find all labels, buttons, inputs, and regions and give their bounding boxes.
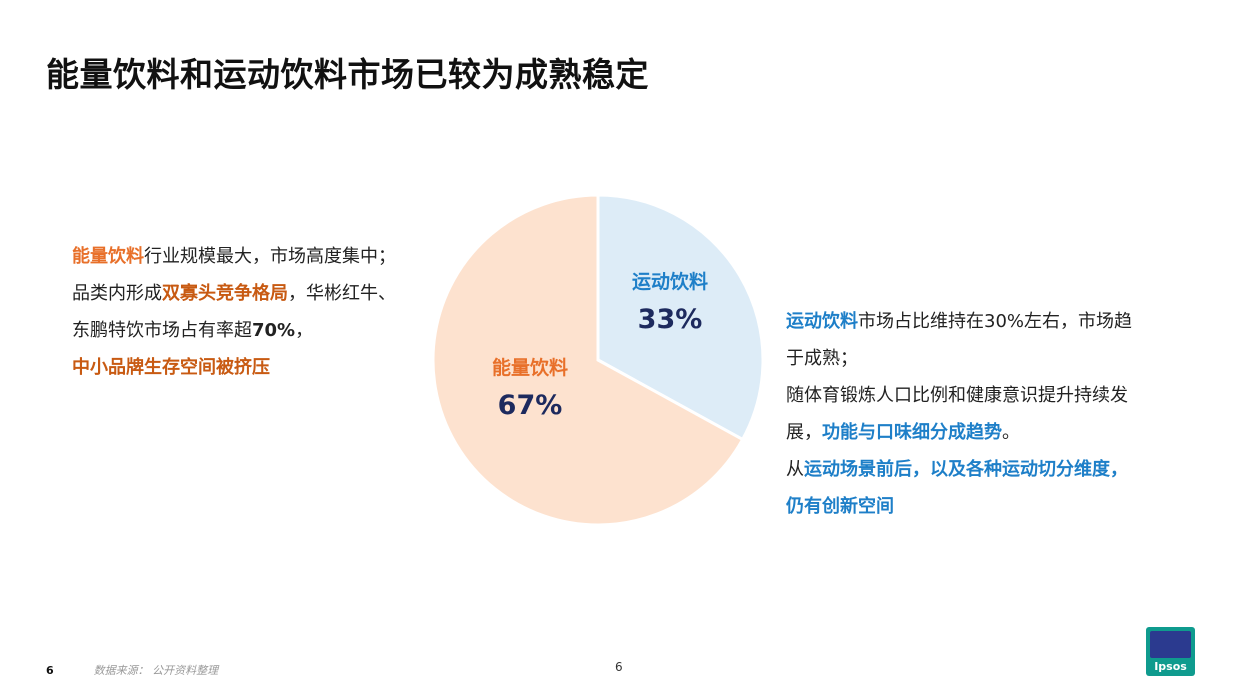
left-text-2c: ，华彬红牛、 bbox=[288, 283, 396, 304]
right-line-5: 从运动场景前后，以及各种运动切分维度， bbox=[786, 451, 1196, 488]
highlight-duopoly: 双寡头竞争格局 bbox=[162, 283, 288, 304]
market-share-value: 70% bbox=[252, 320, 296, 341]
highlight-scenarios: 运动场景前后，以及各种运动切分维度， bbox=[804, 459, 1128, 480]
left-text-1: 行业规模最大，市场高度集中； bbox=[144, 246, 396, 267]
left-line-2: 品类内形成双寡头竞争格局，华彬红牛、 bbox=[72, 275, 447, 312]
left-text-3a: 东鹏特饮市场占有率超 bbox=[72, 320, 252, 341]
pie-slice-0 bbox=[596, 193, 765, 442]
highlight-segmentation: 功能与口味细分成趋势 bbox=[822, 422, 1002, 443]
logo-text: Ipsos bbox=[1154, 660, 1187, 673]
logo-mark-icon bbox=[1150, 631, 1191, 658]
slice-label-1: 能量饮料 bbox=[492, 356, 568, 379]
highlight-energy-drink: 能量饮料 bbox=[72, 246, 144, 267]
page-number: 6 bbox=[615, 660, 623, 674]
left-line-4: 中小品牌生存空间被挤压 bbox=[72, 357, 270, 378]
ipsos-logo: Ipsos bbox=[1146, 627, 1195, 676]
energy-drink-description: 能量饮料行业规模最大，市场高度集中； 品类内形成双寡头竞争格局，华彬红牛、 东鹏… bbox=[72, 238, 447, 386]
footer-page-number-small: 6 bbox=[46, 664, 54, 677]
footer-source: 6 数据来源： 公开资料整理 bbox=[46, 662, 218, 678]
right-text-5a: 从 bbox=[786, 459, 804, 480]
slice-label-0: 运动饮料 bbox=[632, 270, 708, 293]
page-title: 能量饮料和运动饮料市场已较为成熟稳定 bbox=[46, 55, 649, 94]
pie-slice-1 bbox=[431, 193, 745, 527]
right-line-3: 随体育锻炼人口比例和健康意识提升持续发 bbox=[786, 385, 1128, 406]
sports-drink-description: 运动饮料市场占比维持在30%左右，市场趋 于成熟； 随体育锻炼人口比例和健康意识… bbox=[786, 303, 1196, 525]
right-line-6: 仍有创新空间 bbox=[786, 496, 894, 517]
right-text-4a: 展， bbox=[786, 422, 822, 443]
left-line-3: 东鹏特饮市场占有率超70%， bbox=[72, 312, 447, 349]
left-line-1: 能量饮料行业规模最大，市场高度集中； bbox=[72, 238, 447, 275]
left-text-2a: 品类内形成 bbox=[72, 283, 162, 304]
right-line-2: 于成熟； bbox=[786, 348, 858, 369]
right-text-1: 市场占比维持在30%左右，市场趋 bbox=[858, 311, 1133, 332]
right-line-4: 展，功能与口味细分成趋势。 bbox=[786, 414, 1196, 451]
slice-value-1: 67% bbox=[498, 390, 563, 421]
highlight-sports-drink: 运动饮料 bbox=[786, 311, 858, 332]
data-source-text: 数据来源： 公开资料整理 bbox=[93, 664, 219, 677]
right-line-1: 运动饮料市场占比维持在30%左右，市场趋 bbox=[786, 303, 1196, 340]
left-text-3c: ， bbox=[295, 320, 314, 341]
slice-value-0: 33% bbox=[638, 304, 703, 335]
right-text-4c: 。 bbox=[1002, 422, 1020, 443]
